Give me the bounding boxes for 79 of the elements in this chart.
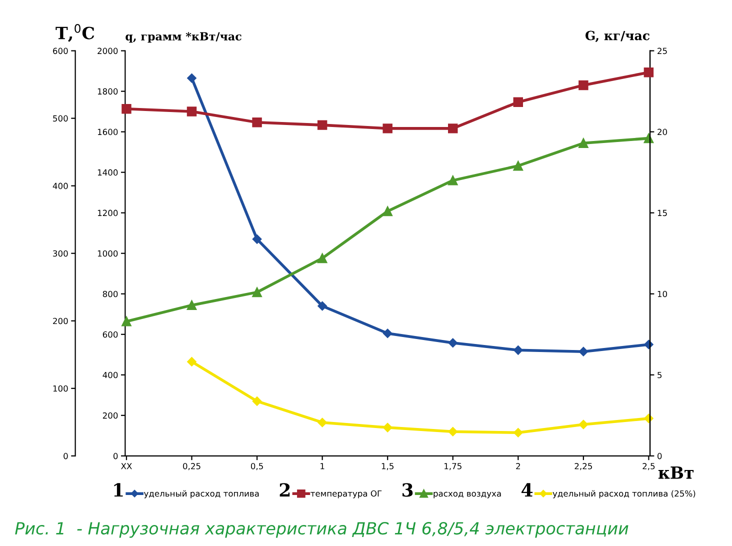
text: Рис. 1 - Нагрузочная характеристика ДВС 1Ч 6,8/5,4 электростанции <box>15 522 628 538</box>
y-tick-label: 1800 <box>98 88 118 95</box>
point <box>448 426 458 436</box>
point <box>186 300 197 310</box>
y3-tick-label: 600 <box>53 48 68 54</box>
point <box>578 346 588 356</box>
y2-tick-label: 10 <box>658 290 668 298</box>
y3-tick-label: 400 <box>52 182 68 190</box>
text: 1 <box>114 483 123 497</box>
y-tick-label: 1400 <box>98 169 118 176</box>
point <box>252 234 262 244</box>
point <box>187 357 196 366</box>
x-tick-label: 0,25 <box>183 463 200 470</box>
x-tick-label: 0,5 <box>250 463 263 470</box>
point <box>644 340 654 350</box>
point <box>514 428 523 438</box>
point <box>382 124 392 134</box>
point <box>318 418 327 428</box>
y2-tick-label: 15 <box>658 210 667 216</box>
y3-tick-label: 300 <box>53 250 68 257</box>
y2-axis-title: G, кг/час <box>586 30 650 42</box>
point <box>578 80 588 90</box>
x-tick-label: 1,75 <box>444 463 462 470</box>
x-tick-label: XX <box>121 463 132 470</box>
y-tick-label: 200 <box>102 412 118 419</box>
y-tick-label: 1200 <box>98 210 118 216</box>
point <box>513 97 524 107</box>
point <box>578 138 588 148</box>
point <box>122 316 132 326</box>
x-tick-label: 1 <box>320 463 324 470</box>
point <box>513 160 524 171</box>
x-tick-label: 2 <box>516 463 520 470</box>
y3-axis-title: T,$^{0}$C <box>56 24 94 42</box>
point <box>578 420 588 430</box>
point <box>448 176 458 186</box>
x-tick-label: 1,5 <box>382 463 394 470</box>
y3-tick-label: 200 <box>53 318 68 324</box>
y2-tick-label: 5 <box>658 372 662 378</box>
y-tick-label: 1000 <box>98 250 118 257</box>
point <box>317 120 328 130</box>
point <box>317 253 328 264</box>
point <box>187 74 196 83</box>
point <box>644 68 654 78</box>
y2-tick-label: 20 <box>658 128 668 136</box>
y3-tick-label: 0 <box>64 452 68 460</box>
point <box>382 422 392 432</box>
x-tick-label: 2,5 <box>642 463 655 470</box>
text: 3 <box>402 483 413 497</box>
y-tick-label: 1600 <box>98 128 118 136</box>
legend-label: температура ОГ <box>310 490 382 498</box>
point <box>448 338 458 348</box>
point <box>252 396 262 406</box>
x-axis-title: кВт <box>658 466 694 479</box>
point <box>318 301 327 311</box>
y2-tick-label: 0 <box>658 452 662 460</box>
point <box>122 104 132 114</box>
y2-tick-label: 25 <box>658 48 667 54</box>
legend-label: удельный расход топлива <box>144 490 259 498</box>
y-tick-label: 400 <box>102 372 118 378</box>
y-axis-title: q, грамм *кВт/час <box>126 32 242 43</box>
point <box>252 117 262 128</box>
y-tick-label: 600 <box>102 331 118 338</box>
point <box>252 287 262 298</box>
point <box>448 124 458 134</box>
text: 2 <box>280 483 290 497</box>
point <box>382 206 392 216</box>
y-tick-label: 800 <box>102 290 118 298</box>
point <box>382 328 392 338</box>
y-tick-label: 2000 <box>98 48 118 54</box>
y3-tick-label: 100 <box>53 385 68 392</box>
y-tick-label: 0 <box>113 452 118 460</box>
x-tick-label: 2,25 <box>574 463 592 470</box>
point <box>514 346 523 355</box>
legend-label: удельный расход топлива (25%) <box>552 490 696 498</box>
point <box>186 106 197 116</box>
point <box>644 414 654 424</box>
y3-tick-label: 500 <box>53 115 68 122</box>
legend-label: расход воздуха <box>434 492 501 498</box>
text: 4 <box>521 483 533 497</box>
